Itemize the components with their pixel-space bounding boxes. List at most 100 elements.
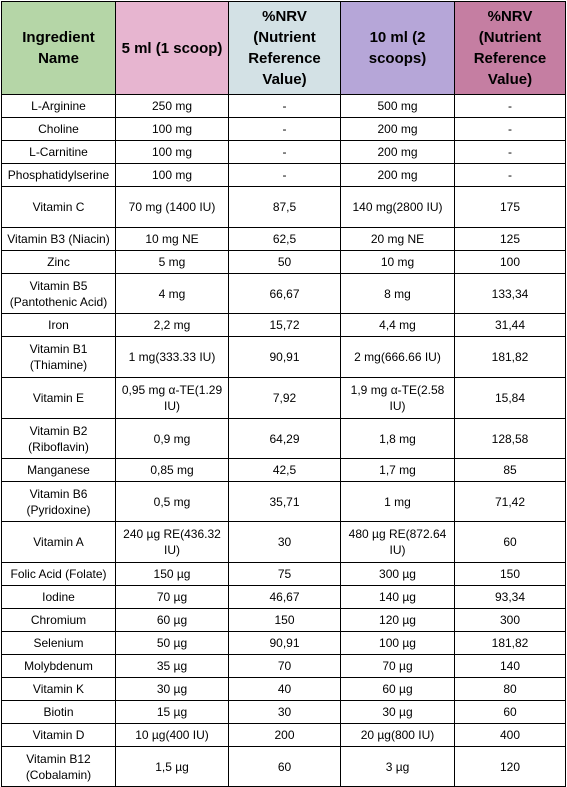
- cell-5ml: 10 µg(400 IU): [115, 723, 229, 747]
- cell-10ml: 140 µg: [340, 585, 455, 609]
- cell-10ml: 100 µg: [340, 631, 455, 655]
- cell-nrv-10ml: 60: [454, 700, 566, 724]
- cell-nrv-5ml: 42,5: [228, 458, 341, 482]
- cell-ingredient: L-Arginine: [1, 94, 116, 118]
- cell-nrv-10ml: 140: [454, 654, 566, 678]
- cell-nrv-5ml: -: [228, 140, 341, 164]
- cell-5ml: 0,5 mg: [115, 481, 229, 522]
- table-row: Molybdenum 35 µg 70 70 µg 140: [1, 654, 566, 678]
- table-row: Zinc 5 mg 50 10 mg 100: [1, 250, 566, 274]
- cell-10ml: 200 mg: [340, 117, 455, 141]
- cell-nrv-10ml: 125: [454, 227, 566, 251]
- table-row: Vitamin B5 (Pantothenic Acid) 4 mg 66,67 8 …: [1, 273, 566, 314]
- cell-ingredient: Vitamin B6 (Pyridoxine): [1, 481, 116, 522]
- cell-5ml: 0,9 mg: [115, 418, 229, 459]
- cell-nrv-10ml: -: [454, 94, 566, 118]
- cell-nrv-10ml: 120: [454, 746, 566, 787]
- cell-ingredient: Manganese: [1, 458, 116, 482]
- table-row: Iodine 70 µg 46,67 140 µg 93,34: [1, 585, 566, 609]
- cell-5ml: 100 mg: [115, 117, 229, 141]
- cell-ingredient: Vitamin E: [1, 377, 116, 419]
- table-row: Biotin 15 µg 30 30 µg 60: [1, 700, 566, 724]
- cell-nrv-10ml: -: [454, 140, 566, 164]
- cell-nrv-10ml: 175: [454, 186, 566, 228]
- cell-ingredient: Vitamin B12 (Cobalamin): [1, 746, 116, 787]
- cell-ingredient: Phosphatidylserine: [1, 163, 116, 187]
- table-row: Phosphatidylserine 100 mg -200 mg -: [1, 163, 566, 187]
- cell-10ml: 1 mg: [340, 481, 455, 522]
- cell-nrv-10ml: -: [454, 163, 566, 187]
- cell-ingredient: Choline: [1, 117, 116, 141]
- cell-5ml: 35 µg: [115, 654, 229, 678]
- cell-5ml: 50 µg: [115, 631, 229, 655]
- cell-ingredient: Biotin: [1, 700, 116, 724]
- cell-nrv-5ml: 90,91: [228, 631, 341, 655]
- cell-nrv-5ml: 87,5: [228, 186, 341, 228]
- cell-nrv-10ml: 133,34: [454, 273, 566, 314]
- table-row: Vitamin B3 (Niacin) 10 mg NE 62,5 20 mg NE 1…: [1, 227, 566, 251]
- cell-nrv-10ml: 181,82: [454, 336, 566, 378]
- cell-ingredient: Folic Acid (Folate): [1, 562, 116, 586]
- cell-nrv-10ml: 150: [454, 562, 566, 586]
- cell-5ml: 15 µg: [115, 700, 229, 724]
- cell-nrv-5ml: 200: [228, 723, 341, 747]
- cell-ingredient: Vitamin C: [1, 186, 116, 228]
- cell-5ml: 70 mg (1400 IU): [115, 186, 229, 228]
- table-row: Vitamin A 240 µg RE(436.32 IU) 30 480 µg RE…: [1, 521, 566, 563]
- cell-nrv-10ml: 100: [454, 250, 566, 274]
- cell-5ml: 250 mg: [115, 94, 229, 118]
- cell-nrv-5ml: 75: [228, 562, 341, 586]
- cell-5ml: 1 mg(333.33 IU): [115, 336, 229, 378]
- cell-10ml: 140 mg(2800 IU): [340, 186, 455, 228]
- cell-10ml: 20 µg(800 IU): [340, 723, 455, 747]
- cell-nrv-5ml: -: [228, 117, 341, 141]
- cell-10ml: 1,7 mg: [340, 458, 455, 482]
- cell-nrv-10ml: 128,58: [454, 418, 566, 459]
- cell-nrv-10ml: 71,42: [454, 481, 566, 522]
- cell-10ml: 200 mg: [340, 163, 455, 187]
- cell-nrv-5ml: -: [228, 94, 341, 118]
- cell-10ml: 480 µg RE(872.64 IU): [340, 521, 455, 563]
- cell-ingredient: Vitamin K: [1, 677, 116, 701]
- cell-10ml: 20 mg NE: [340, 227, 455, 251]
- cell-nrv-10ml: 181,82: [454, 631, 566, 655]
- table-row: Vitamin B6 (Pyridoxine) 0,5 mg 35,71 1 mg 71…: [1, 481, 566, 522]
- header-row: Ingredient Name 5 ml (1 scoop) %NRV (Nut…: [1, 1, 566, 95]
- cell-5ml: 100 mg: [115, 163, 229, 187]
- cell-nrv-10ml: 93,34: [454, 585, 566, 609]
- cell-5ml: 150 µg: [115, 562, 229, 586]
- cell-10ml: 70 µg: [340, 654, 455, 678]
- cell-nrv-10ml: 400: [454, 723, 566, 747]
- table-row: Vitamin D 10 µg(400 IU) 200 20 µg(800 IU) 40…: [1, 723, 566, 747]
- cell-ingredient: Zinc: [1, 250, 116, 274]
- table-body: L-Arginine 250 mg -500 mg - Choline 100 mg -20…: [1, 94, 566, 787]
- cell-nrv-5ml: 40: [228, 677, 341, 701]
- header-nrv-10ml: %NRV (Nutrient Reference Value): [454, 1, 566, 95]
- cell-nrv-5ml: -: [228, 163, 341, 187]
- cell-ingredient: Iron: [1, 313, 116, 337]
- cell-10ml: 60 µg: [340, 677, 455, 701]
- header-nrv-5ml: %NRV (Nutrient Reference Value): [228, 1, 341, 95]
- cell-10ml: 10 mg: [340, 250, 455, 274]
- cell-ingredient: Vitamin B5 (Pantothenic Acid): [1, 273, 116, 314]
- cell-5ml: 4 mg: [115, 273, 229, 314]
- cell-ingredient: L-Carnitine: [1, 140, 116, 164]
- cell-10ml: 4,4 mg: [340, 313, 455, 337]
- cell-nrv-10ml: 80: [454, 677, 566, 701]
- cell-nrv-5ml: 60: [228, 746, 341, 787]
- cell-nrv-5ml: 150: [228, 608, 341, 632]
- cell-5ml: 70 µg: [115, 585, 229, 609]
- cell-nrv-10ml: 85: [454, 458, 566, 482]
- table-row: Selenium 50 µg 90,91 100 µg 181,82: [1, 631, 566, 655]
- cell-nrv-5ml: 50: [228, 250, 341, 274]
- table-row: Vitamin B12 (Cobalamin) 1,5 µg 60 3 µg 120: [1, 746, 566, 787]
- cell-nrv-5ml: 66,67: [228, 273, 341, 314]
- cell-nrv-5ml: 15,72: [228, 313, 341, 337]
- cell-ingredient: Chromium: [1, 608, 116, 632]
- cell-nrv-10ml: 15,84: [454, 377, 566, 419]
- cell-nrv-10ml: 300: [454, 608, 566, 632]
- table-row: Chromium 60 µg 150 120 µg 300: [1, 608, 566, 632]
- table-row: L-Carnitine 100 mg -200 mg -: [1, 140, 566, 164]
- cell-ingredient: Vitamin B2 (Riboflavin): [1, 418, 116, 459]
